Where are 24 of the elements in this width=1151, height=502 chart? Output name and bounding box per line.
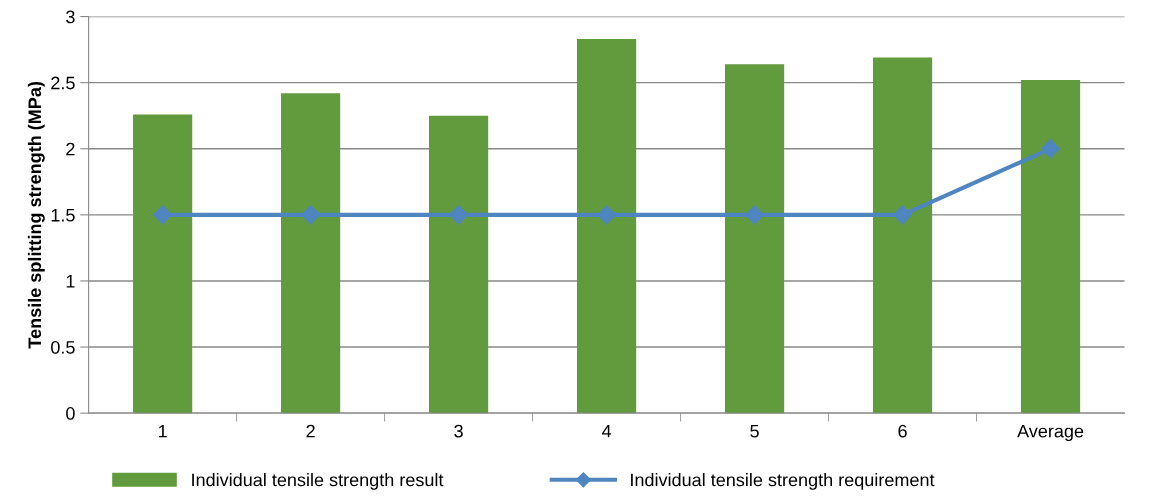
y-tick-label: 3 [66, 10, 75, 24]
x-tick-label: 2 [306, 424, 315, 438]
y-tick-label: 0 [66, 407, 75, 420]
legend-label: Individual tensile strength result [192, 473, 444, 490]
legend-label: Individual tensile strength requirement [631, 473, 935, 490]
x-tick-label: 3 [454, 424, 463, 438]
y-tick-label: 0.5 [51, 340, 75, 354]
bar [724, 64, 785, 414]
bar [281, 93, 341, 414]
y-tick-label: 1 [66, 275, 75, 288]
y-tick-label: 2.5 [51, 76, 75, 90]
bar [576, 39, 637, 414]
y-tick-label: 2 [66, 142, 75, 156]
y-tick-label: 1.5 [51, 208, 75, 222]
y-axis-title: Tensile splitting strength (MPa) [27, 81, 45, 349]
x-tick-label: 5 [750, 424, 759, 438]
x-tick-label: Average [1017, 424, 1084, 442]
bar [872, 57, 933, 414]
x-tick-label: 1 [158, 424, 167, 438]
bar [1020, 80, 1081, 414]
x-tick-label: 6 [898, 424, 907, 438]
bar [428, 115, 489, 414]
x-tick-label: 4 [601, 424, 612, 438]
bar [133, 114, 193, 414]
